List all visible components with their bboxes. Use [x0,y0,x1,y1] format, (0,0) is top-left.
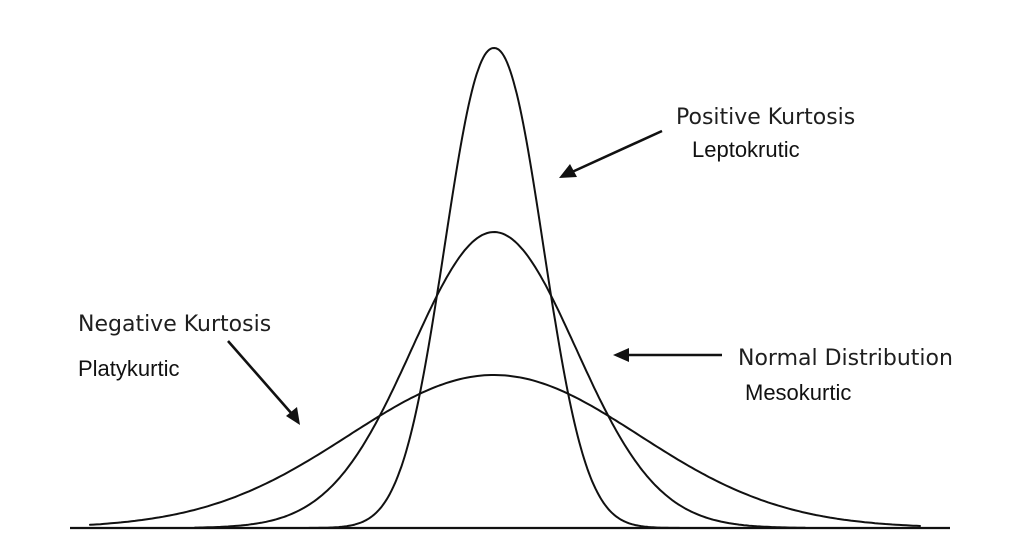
normal-distribution-subtitle: Mesokurtic [745,380,851,405]
mesokurtic-curve [194,231,806,529]
normal-distribution-title: Normal Distribution [738,346,953,371]
negative-kurtosis-arrow [227,340,300,425]
positive-kurtosis-title: Positive Kurtosis [676,105,855,130]
positive-kurtosis-subtitle: Leptokrutic [692,137,800,162]
platykurtic-curve [89,374,921,527]
negative-kurtosis-title: Negative Kurtosis [78,312,271,337]
normal-distribution-arrow [613,348,722,362]
leptokurtic-curve [304,47,691,529]
negative-kurtosis-subtitle: Platykurtic [78,356,179,381]
positive-kurtosis-arrow [559,129,663,178]
